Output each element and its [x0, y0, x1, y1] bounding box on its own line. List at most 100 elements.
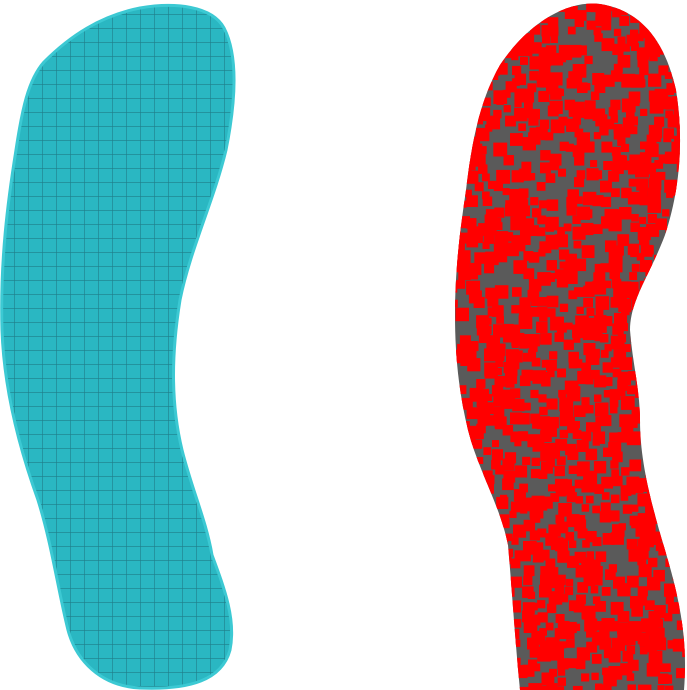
red-speckle — [477, 632, 488, 643]
red-speckle — [572, 421, 580, 429]
red-speckle — [457, 385, 467, 395]
red-speckle — [546, 683, 558, 690]
red-speckle — [590, 369, 600, 380]
red-speckle — [459, 53, 473, 67]
red-speckle — [611, 146, 621, 156]
red-speckle — [438, 243, 445, 250]
red-speckle — [441, 345, 453, 357]
red-speckle — [640, 108, 648, 116]
red-speckle — [484, 317, 492, 325]
red-speckle — [567, 448, 579, 460]
red-speckle — [647, 199, 662, 213]
red-speckle — [537, 612, 548, 623]
red-speckle — [447, 119, 455, 127]
red-speckle — [512, 619, 522, 628]
red-speckle — [557, 658, 569, 670]
red-speckle — [438, 479, 447, 488]
red-speckle — [680, 339, 686, 353]
red-speckle — [491, 459, 501, 470]
red-speckle — [558, 44, 570, 56]
red-speckle — [640, 28, 652, 39]
red-speckle — [594, 333, 603, 342]
red-speckle — [492, 348, 505, 361]
red-speckle — [542, 35, 551, 44]
red-speckle — [666, 190, 674, 198]
red-speckle — [649, 513, 660, 524]
red-speckle — [572, 623, 581, 631]
red-speckle — [540, 162, 551, 174]
red-speckle — [464, 522, 476, 534]
red-speckle — [557, 226, 565, 235]
red-speckle — [550, 647, 564, 661]
red-speckle — [439, 486, 447, 494]
red-speckle — [567, 189, 579, 201]
red-speckle — [529, 127, 538, 136]
red-speckle — [573, 405, 586, 417]
red-speckle — [630, 333, 641, 343]
red-speckle — [550, 493, 560, 502]
red-speckle — [486, 25, 501, 39]
red-speckle — [536, 182, 546, 191]
red-speckle — [442, 351, 452, 361]
red-speckle — [527, 349, 537, 358]
red-speckle — [557, 620, 570, 633]
red-speckle — [599, 629, 610, 640]
red-speckle — [473, 296, 485, 308]
red-speckle — [682, 362, 686, 375]
red-speckle — [672, 638, 686, 652]
red-speckle — [611, 188, 620, 198]
red-speckle — [581, 504, 590, 512]
red-speckle — [438, 92, 447, 101]
red-speckle — [629, 420, 638, 428]
red-speckle — [658, 395, 667, 403]
red-speckle — [601, 38, 615, 52]
red-speckle — [510, 431, 522, 443]
red-speckle — [593, 132, 601, 140]
red-speckle — [628, 163, 639, 175]
red-speckle — [626, 575, 639, 588]
red-speckle — [455, 592, 458, 601]
red-speckle — [658, 467, 669, 478]
red-speckle — [503, 105, 511, 113]
red-speckle — [671, 343, 685, 357]
red-speckle — [482, 325, 492, 335]
red-speckle — [595, 296, 610, 310]
red-speckle — [630, 29, 639, 38]
red-speckle — [555, 438, 568, 451]
red-speckle — [537, 685, 548, 690]
red-speckle — [519, 483, 528, 493]
red-speckle — [577, 82, 588, 93]
red-speckle — [467, 63, 477, 73]
red-speckle — [638, 564, 652, 578]
red-speckle — [663, 128, 674, 139]
red-speckle — [503, 332, 513, 343]
red-speckle — [612, 323, 624, 335]
red-speckle — [485, 287, 497, 299]
red-speckle — [475, 61, 486, 72]
red-speckle — [503, 232, 514, 242]
red-speckle — [682, 143, 686, 156]
red-speckle — [492, 595, 501, 604]
red-speckle — [657, 287, 672, 302]
red-speckle — [637, 513, 651, 526]
red-speckle — [608, 650, 621, 663]
red-speckle — [665, 420, 676, 430]
red-speckle — [437, 546, 448, 557]
red-speckle — [440, 681, 453, 690]
red-speckle — [476, 591, 487, 602]
red-speckle — [537, 600, 546, 609]
red-speckle — [599, 325, 607, 333]
red-speckle — [559, 303, 569, 312]
red-speckle — [649, 52, 658, 62]
red-speckle — [476, 80, 488, 92]
red-speckle — [674, 8, 682, 16]
red-speckle — [485, 394, 493, 401]
red-speckle — [608, 170, 620, 182]
red-speckle — [577, 528, 588, 539]
red-speckle — [627, 191, 641, 205]
red-speckle — [635, 375, 650, 389]
red-speckle — [590, 160, 598, 168]
red-speckle — [466, 586, 479, 599]
red-speckle — [520, 550, 531, 562]
red-speckle — [626, 34, 639, 47]
